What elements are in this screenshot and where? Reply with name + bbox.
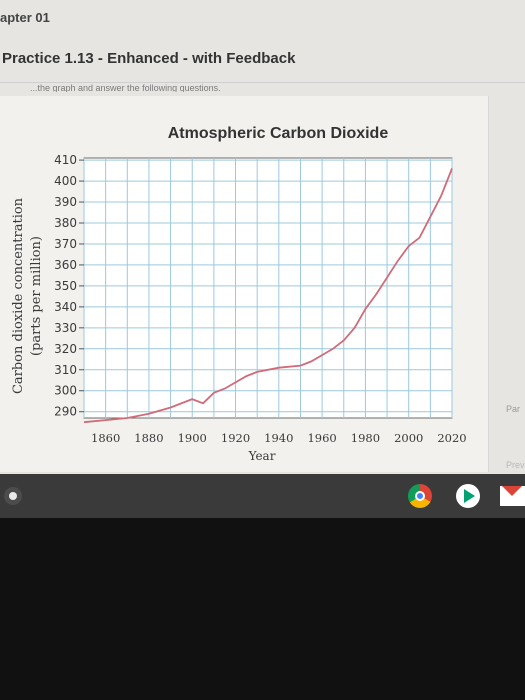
x-tick-label: 2000 <box>394 431 423 445</box>
launcher-icon[interactable] <box>4 487 22 505</box>
y-tick-label: 400 <box>54 174 77 188</box>
app-window: apter 01 Practice 1.13 - Enhanced - with… <box>0 0 525 490</box>
taskbar <box>0 474 525 518</box>
screen-bezel <box>0 518 525 700</box>
launcher-dot <box>9 492 17 500</box>
gmail-icon[interactable] <box>500 486 525 506</box>
y-tick-label: 380 <box>54 216 77 230</box>
play-store-icon[interactable] <box>456 484 480 508</box>
y-tick-label: 340 <box>54 300 77 314</box>
y-tick-label: 410 <box>54 153 77 167</box>
co2-series-line <box>83 168 453 424</box>
header-divider <box>0 82 525 83</box>
co2-chart: 290 300 310 320 330 340 350 360 370 380 390 400 410 1… <box>11 125 467 463</box>
x-tick-label: 1920 <box>221 431 250 445</box>
instruction-text: ...the graph and answer the following qu… <box>30 84 221 92</box>
y-tick-label: 390 <box>54 195 77 209</box>
y-tick-label: 350 <box>54 279 77 293</box>
x-tick-label: 1940 <box>264 431 293 445</box>
x-tick-label: 1880 <box>134 431 163 445</box>
assignment-title[interactable]: Practice 1.13 - Enhanced - with Feedback <box>2 50 296 67</box>
question-panel: 290 300 310 320 330 340 350 360 370 380 390 400 410 1… <box>0 96 489 472</box>
y-tick-label: 310 <box>54 363 77 377</box>
y-tick-label: 360 <box>54 258 77 272</box>
y-tick-label: 330 <box>54 321 77 335</box>
y-tick-label: 290 <box>54 405 77 419</box>
y-tick-label: 320 <box>54 342 77 356</box>
chart-title: Atmospheric Carbon Dioxide <box>168 125 389 142</box>
x-axis-label: Year <box>248 449 276 463</box>
x-tick-label: 1860 <box>91 431 120 445</box>
y-axis-label: Carbon dioxide concentration <box>11 197 26 394</box>
chapter-label: apter 01 <box>0 10 50 25</box>
part-tab[interactable]: Par <box>506 404 521 414</box>
x-tick-label: 1900 <box>178 431 207 445</box>
y-axis-units-label: (parts per million) <box>29 236 44 356</box>
x-tick-label: 1980 <box>351 431 380 445</box>
y-tick-label: 300 <box>54 384 77 398</box>
x-tick-label: 1960 <box>307 431 336 445</box>
plot-area <box>83 157 453 419</box>
previous-button[interactable]: Prev <box>506 460 525 470</box>
x-tick-label: 2020 <box>437 431 466 445</box>
chrome-icon[interactable] <box>408 484 432 508</box>
y-tick-label: 370 <box>54 237 77 251</box>
